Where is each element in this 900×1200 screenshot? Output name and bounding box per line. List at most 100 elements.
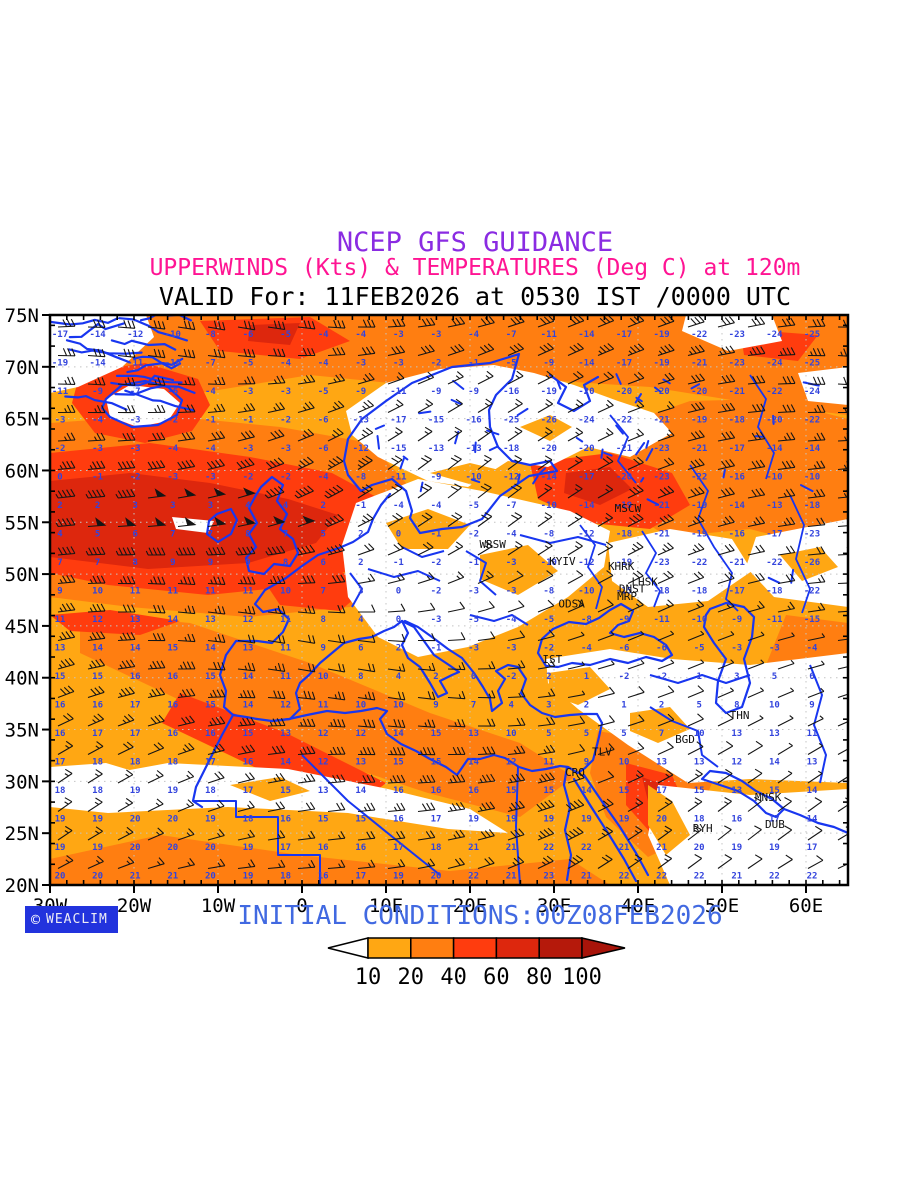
svg-text:-8: -8: [543, 530, 554, 540]
svg-text:-8: -8: [205, 330, 216, 340]
colorbar-right-arrow: [581, 937, 626, 959]
svg-text:17: 17: [55, 758, 66, 768]
svg-text:-18: -18: [653, 587, 669, 597]
y-axis-label: 55N: [5, 512, 39, 534]
svg-text:-4: -4: [581, 644, 592, 654]
svg-text:16: 16: [55, 729, 66, 739]
shading-patches: [230, 415, 838, 855]
svg-text:-3: -3: [280, 444, 291, 454]
svg-text:11: 11: [243, 587, 254, 597]
svg-text:20: 20: [167, 815, 178, 825]
svg-text:11: 11: [167, 587, 178, 597]
svg-text:21: 21: [619, 843, 630, 853]
svg-text:-3: -3: [468, 587, 479, 597]
svg-text:-18: -18: [616, 530, 632, 540]
svg-text:13: 13: [656, 758, 667, 768]
x-axis-label: 20E: [453, 895, 487, 915]
svg-text:15: 15: [431, 758, 442, 768]
svg-text:13: 13: [807, 758, 818, 768]
svg-text:-18: -18: [503, 444, 519, 454]
city-label-kyiv: KYIV: [549, 555, 576, 568]
svg-text:-2: -2: [543, 644, 554, 654]
svg-text:-19: -19: [616, 501, 632, 511]
y-axis-label: 25N: [5, 823, 39, 845]
axis-ticks: [49, 315, 848, 886]
svg-text:-19: -19: [691, 416, 707, 426]
svg-text:11: 11: [280, 615, 291, 625]
svg-text:17: 17: [130, 701, 141, 711]
city-label-mrp: MRP: [617, 590, 637, 603]
svg-text:21: 21: [167, 872, 178, 882]
svg-text:21: 21: [506, 843, 517, 853]
svg-text:16: 16: [393, 786, 404, 796]
y-axis-label: 45N: [5, 616, 39, 638]
svg-text:-21: -21: [691, 444, 707, 454]
svg-text:14: 14: [205, 644, 216, 654]
svg-text:18: 18: [167, 758, 178, 768]
y-axis-label: 35N: [5, 720, 39, 742]
svg-text:-9: -9: [731, 615, 742, 625]
x-axis-label: 60E: [789, 895, 823, 915]
svg-text:8: 8: [734, 701, 739, 711]
svg-text:18: 18: [92, 758, 103, 768]
svg-text:16: 16: [731, 815, 742, 825]
svg-text:-3: -3: [243, 387, 254, 397]
svg-text:-17: -17: [616, 330, 632, 340]
svg-text:15: 15: [167, 644, 178, 654]
svg-text:12: 12: [243, 615, 254, 625]
svg-text:2: 2: [320, 501, 325, 511]
svg-text:-23: -23: [653, 444, 669, 454]
svg-text:-17: -17: [390, 416, 406, 426]
svg-text:-11: -11: [52, 387, 68, 397]
svg-text:13: 13: [130, 615, 141, 625]
svg-text:7: 7: [471, 701, 476, 711]
colorbar-segment: [538, 937, 583, 959]
svg-text:2: 2: [659, 701, 664, 711]
svg-text:-22: -22: [691, 473, 707, 483]
svg-text:-10: -10: [578, 587, 594, 597]
svg-text:18: 18: [55, 786, 66, 796]
svg-text:11: 11: [318, 701, 329, 711]
colorbar-value: 40: [440, 965, 467, 990]
svg-text:10: 10: [393, 701, 404, 711]
svg-text:-3: -3: [280, 387, 291, 397]
svg-text:20: 20: [431, 872, 442, 882]
svg-text:-3: -3: [167, 473, 178, 483]
svg-text:-8: -8: [581, 615, 592, 625]
svg-text:15: 15: [318, 815, 329, 825]
svg-text:-2: -2: [431, 587, 442, 597]
svg-text:-6: -6: [167, 387, 178, 397]
svg-text:13: 13: [318, 786, 329, 796]
svg-text:-20: -20: [578, 444, 594, 454]
svg-text:1: 1: [696, 672, 701, 682]
svg-text:20: 20: [656, 815, 667, 825]
svg-text:-21: -21: [729, 558, 745, 568]
x-axis-label: 10W: [201, 895, 236, 915]
svg-text:20: 20: [694, 843, 705, 853]
svg-text:-4: -4: [167, 444, 178, 454]
svg-text:19: 19: [243, 843, 254, 853]
svg-text:-26: -26: [804, 558, 820, 568]
svg-text:2: 2: [95, 501, 100, 511]
svg-text:-20: -20: [578, 387, 594, 397]
svg-text:11: 11: [130, 587, 141, 597]
svg-text:-18: -18: [729, 416, 745, 426]
svg-text:-2: -2: [468, 530, 479, 540]
svg-text:12: 12: [318, 758, 329, 768]
svg-text:5: 5: [546, 729, 551, 739]
svg-text:-10: -10: [541, 501, 557, 511]
svg-text:-3: -3: [506, 558, 517, 568]
svg-text:-13: -13: [353, 416, 369, 426]
svg-text:2: 2: [584, 701, 589, 711]
svg-text:16: 16: [468, 786, 479, 796]
svg-text:19: 19: [92, 843, 103, 853]
svg-text:-1: -1: [393, 558, 404, 568]
svg-text:-5: -5: [243, 359, 254, 369]
svg-text:-7: -7: [130, 387, 141, 397]
svg-text:7: 7: [208, 530, 213, 540]
svg-text:12: 12: [318, 729, 329, 739]
svg-text:13: 13: [468, 729, 479, 739]
svg-text:16: 16: [355, 843, 366, 853]
svg-text:16: 16: [280, 815, 291, 825]
svg-text:4: 4: [396, 672, 402, 682]
